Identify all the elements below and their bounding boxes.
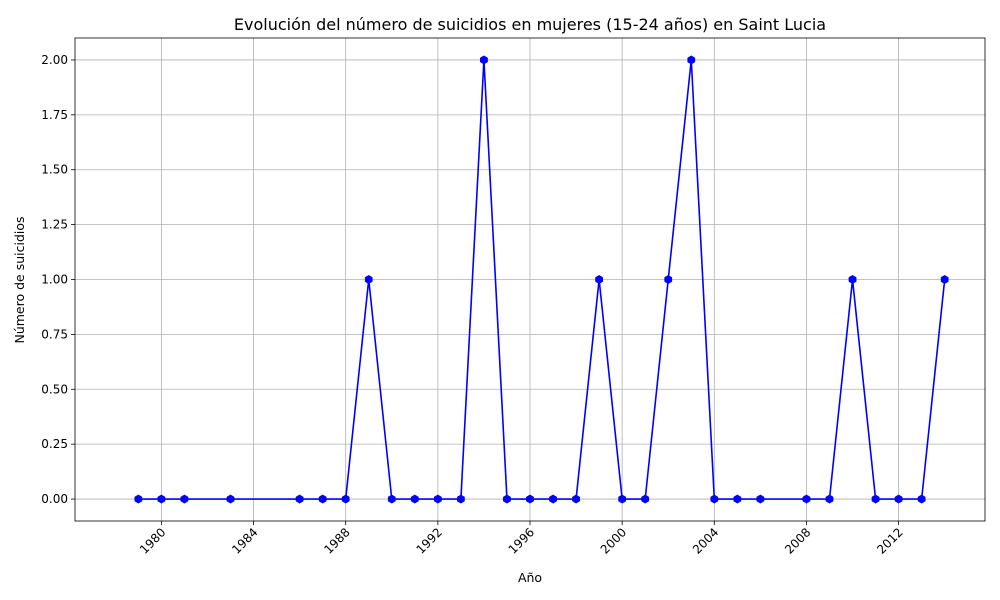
y-tick-label: 1.25 <box>41 218 68 232</box>
data-point <box>756 494 765 504</box>
data-point <box>710 494 719 504</box>
data-point <box>457 494 465 504</box>
data-point <box>871 494 880 504</box>
data-point <box>318 494 327 504</box>
data-point <box>894 494 903 504</box>
data-point <box>180 494 189 504</box>
data-point <box>549 494 557 504</box>
data-point <box>157 494 166 504</box>
data-point <box>410 494 419 504</box>
y-tick-label: 0.00 <box>41 492 68 506</box>
data-point <box>503 494 511 504</box>
data-point <box>733 494 742 504</box>
x-axis-label: Año <box>518 570 542 585</box>
data-point <box>940 275 949 284</box>
data-point <box>825 494 834 504</box>
series-layer <box>134 55 949 504</box>
data-point <box>341 494 350 504</box>
data-point <box>917 494 926 504</box>
data-point <box>802 494 811 504</box>
data-point <box>226 494 235 504</box>
y-tick-label: 2.00 <box>41 53 68 67</box>
y-axis-ticks: 0.00 0.25 0.50 0.75 1.00 1.25 1.50 1.75 2.00 <box>41 53 75 506</box>
data-point <box>387 494 396 504</box>
y-tick-label: 0.50 <box>41 382 68 396</box>
chart-title: Evolución del número de suicidios en muj… <box>234 15 826 34</box>
data-point <box>572 494 580 504</box>
data-point <box>595 275 603 284</box>
data-point <box>364 275 373 284</box>
data-point <box>433 494 442 504</box>
y-tick-label: 1.75 <box>41 108 68 122</box>
data-point <box>134 494 143 504</box>
data-point <box>848 275 857 284</box>
y-tick-label: 0.25 <box>41 437 68 451</box>
data-point <box>618 494 627 504</box>
data-point <box>664 275 673 284</box>
data-point <box>480 55 488 65</box>
data-point <box>526 494 534 504</box>
y-tick-label: 0.75 <box>41 327 68 341</box>
data-point <box>295 494 304 504</box>
data-point <box>641 494 650 504</box>
y-tick-label: 1.00 <box>41 273 68 287</box>
data-point <box>687 55 696 65</box>
y-tick-label: 1.50 <box>41 163 68 177</box>
y-axis-label: Número de suicidios <box>12 216 27 343</box>
